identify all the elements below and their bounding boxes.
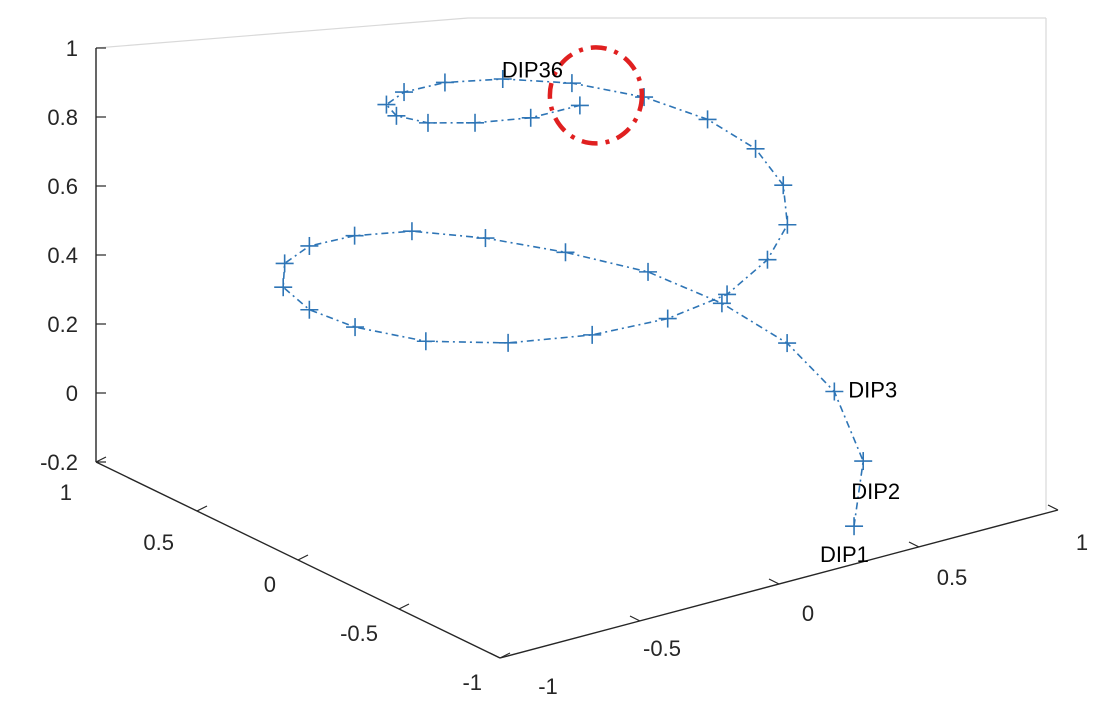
left-tick-mark — [398, 603, 410, 610]
right-tick-label: -0.5 — [643, 636, 681, 661]
z-tick-label: 0.6 — [47, 174, 78, 199]
data-point-marker — [274, 278, 293, 297]
left-tick-label: 0 — [264, 572, 276, 597]
z-axis-ticks: 1 0.8 0.6 0.4 0.2 0 -0.2 — [40, 36, 106, 475]
data-point-marker — [300, 236, 319, 255]
data-point-marker — [387, 106, 406, 125]
right-tick-mark — [768, 578, 780, 585]
data-point-marker — [778, 215, 797, 234]
z-tick-label: 1 — [66, 36, 78, 61]
data-point-marker — [493, 70, 512, 88]
data-point-marker — [583, 325, 602, 344]
data-point-marker — [377, 95, 396, 114]
left-tick-label: -0.5 — [340, 621, 378, 646]
data-point-marker — [416, 332, 435, 351]
box-top-back-edge — [95, 17, 469, 49]
data-point-marker — [570, 96, 589, 115]
left-tick-label: 1 — [60, 480, 72, 505]
data-point-marker — [854, 452, 873, 471]
data-point-marker — [778, 334, 797, 353]
right-tick-mark — [629, 615, 641, 622]
point-annotation: DIP2 — [851, 479, 900, 504]
right-tick-label: -1 — [538, 674, 558, 699]
data-point-marker — [499, 333, 518, 352]
data-point-marker — [825, 382, 844, 401]
right-tick-mark — [489, 652, 501, 659]
data-point-marker — [435, 73, 454, 92]
highlight-layer — [547, 45, 645, 146]
data-point-marker — [345, 226, 364, 245]
data-point-marker — [746, 139, 765, 158]
data-point-marker — [346, 318, 365, 337]
left-tick-mark — [95, 456, 107, 463]
data-point-marker — [758, 250, 777, 269]
axes-box — [95, 17, 1047, 510]
left-tick-mark — [196, 505, 208, 512]
data-point-marker — [395, 83, 414, 102]
data-point-marker — [300, 300, 319, 319]
data-point-marker — [845, 517, 864, 536]
left-tick-mark — [499, 652, 511, 659]
annotation-layer: DIP1 DIP2 DIP3 DIP36 — [502, 57, 900, 567]
left-axis-ticks: 1 0.5 0 -0.5 -1 — [60, 456, 511, 695]
z-tick-label: 0.4 — [47, 243, 78, 268]
data-point-marker — [402, 222, 421, 241]
right-tick-mark — [908, 541, 920, 548]
left-tick-label: 0.5 — [143, 530, 174, 555]
series-line — [282, 78, 865, 527]
data-point-marker — [658, 309, 677, 328]
data-point-marker — [466, 113, 485, 132]
point-annotation: DIP3 — [848, 378, 897, 403]
right-tick-label: 0.5 — [937, 565, 968, 590]
data-point-marker — [562, 74, 581, 93]
z-tick-label: 0.2 — [47, 312, 78, 337]
data-point-marker — [476, 229, 495, 248]
data-point-marker — [774, 176, 793, 195]
right-tick-mark — [1047, 504, 1059, 511]
data-point-marker — [418, 113, 437, 132]
data-point-marker — [718, 285, 737, 304]
data-point-marker — [698, 110, 717, 129]
data-point-marker — [712, 294, 731, 313]
data-point-marker — [275, 254, 294, 273]
z-tick-label: -0.2 — [40, 450, 78, 475]
z-tick-label: 0.8 — [47, 105, 78, 130]
right-axis-ticks: 1 0.5 0 -0.5 -1 — [489, 504, 1088, 699]
left-tick-mark — [297, 554, 309, 561]
point-annotation: DIP36 — [502, 57, 563, 82]
right-tick-label: 1 — [1076, 530, 1088, 555]
right-tick-label: 0 — [802, 601, 814, 626]
z-tick-label: 0 — [66, 381, 78, 406]
data-point-marker — [521, 108, 540, 127]
highlight-circle — [547, 45, 645, 146]
data-point-marker — [556, 243, 575, 262]
data-point-marker — [639, 262, 658, 281]
left-tick-label: -1 — [462, 670, 482, 695]
point-annotation: DIP1 — [820, 542, 869, 567]
